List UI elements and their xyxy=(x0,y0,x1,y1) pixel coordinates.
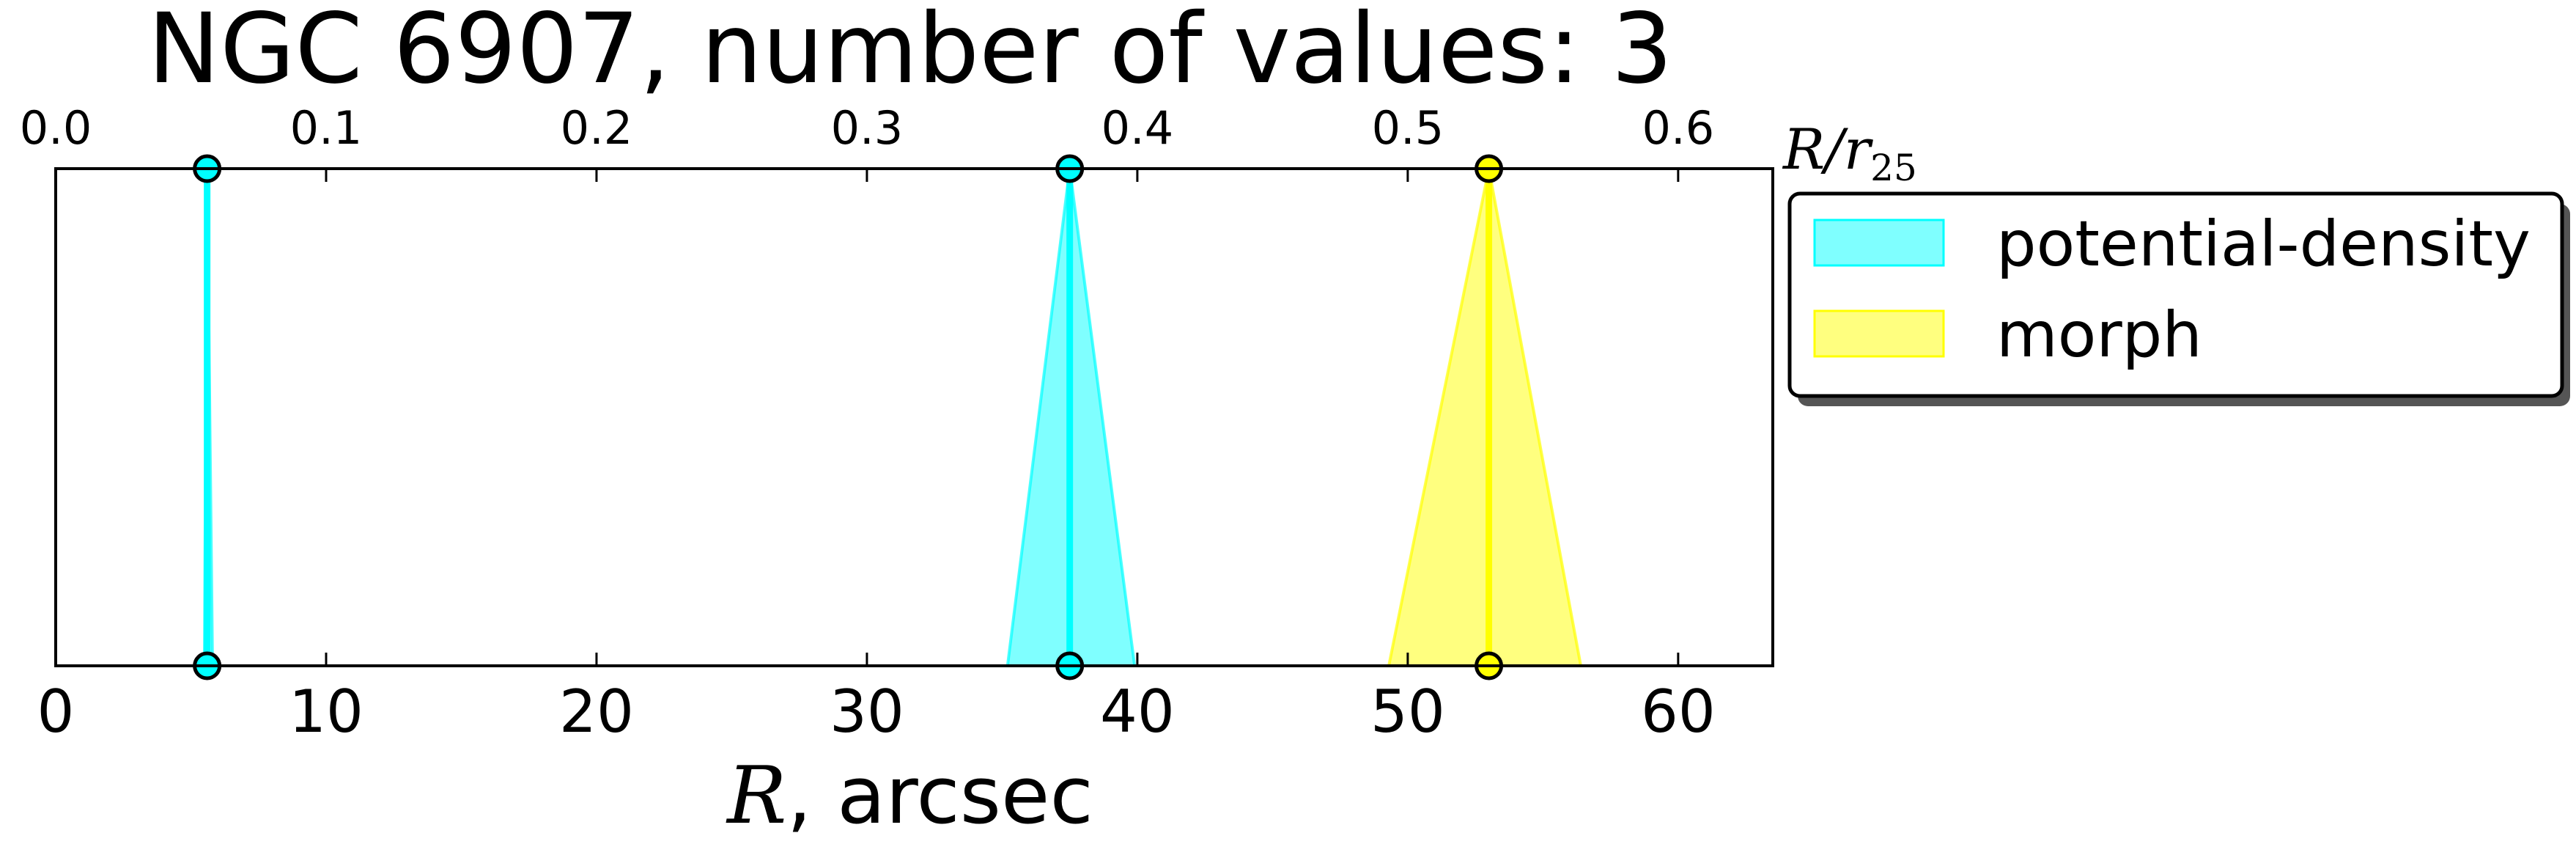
legend: potential-density morph xyxy=(1787,191,2570,406)
top-tick-label-0: 0.0 xyxy=(20,101,92,155)
axis-layer: 0 10 20 30 40 50 60 0.0 0.1 0.2 0.3 0.4 0.5 0.6 xyxy=(20,101,1716,746)
x-axis-label-math: R xyxy=(726,750,786,842)
x-axis-label: R, arcsec xyxy=(726,750,1093,842)
x-axis-label-rest: , arcsec xyxy=(786,750,1093,842)
top-tick-label-2: 0.2 xyxy=(561,101,633,155)
top-tick-label-4: 0.4 xyxy=(1101,101,1174,155)
chart-title: NGC 6907, number of values: 3 xyxy=(147,0,1672,106)
band-morph-0 xyxy=(1387,168,1583,667)
x-tick-label-5: 50 xyxy=(1370,678,1445,746)
x-tick-label-3: 30 xyxy=(830,678,904,746)
x-tick-label-0: 0 xyxy=(37,678,75,746)
plot-frame xyxy=(54,167,1774,667)
top-tick-label-3: 0.3 xyxy=(831,101,904,155)
top-axis-label-main: R/r xyxy=(1782,117,1874,182)
legend-label-potential-density: potential-density xyxy=(1996,208,2531,281)
top-tick-label-6: 0.6 xyxy=(1642,101,1715,155)
legend-box xyxy=(1787,191,2564,398)
top-axis-label-sub: 25 xyxy=(1870,147,1917,189)
x-tick-label-6: 60 xyxy=(1641,678,1716,746)
data-layer xyxy=(193,154,1583,680)
legend-swatch-morph xyxy=(1813,309,1945,358)
top-tick-label-5: 0.5 xyxy=(1372,101,1444,155)
legend-swatch-potential-density xyxy=(1813,219,1945,267)
x-tick-label-4: 40 xyxy=(1100,678,1175,746)
top-axis-label: R/r25 xyxy=(1782,117,1917,189)
top-tick-label-1: 0.1 xyxy=(290,101,363,155)
legend-label-morph: morph xyxy=(1996,298,2202,372)
x-tick-label-2: 20 xyxy=(559,678,634,746)
x-tick-label-1: 10 xyxy=(289,678,363,746)
